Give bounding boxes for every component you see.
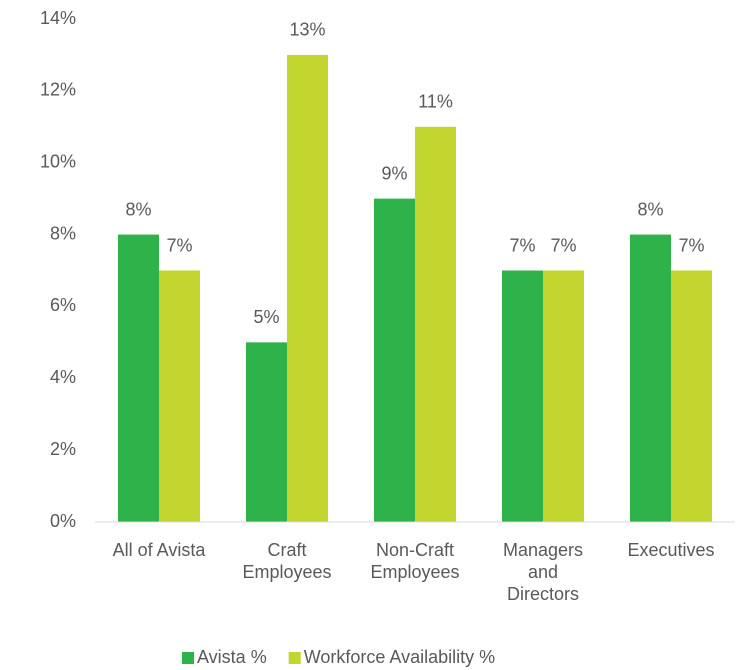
value-label: 11% (418, 92, 453, 112)
value-label: 7% (678, 235, 704, 255)
legend-swatch (288, 652, 301, 664)
bar (374, 198, 415, 522)
value-label: 5% (253, 307, 279, 327)
bar (630, 234, 671, 523)
bar (671, 270, 712, 522)
value-label: 7% (166, 235, 192, 255)
bar (543, 270, 584, 522)
bar (415, 126, 456, 523)
y-tick-label: 8% (50, 223, 76, 243)
value-label: 7% (509, 235, 535, 255)
y-tick-label: 10% (40, 151, 76, 171)
value-label: 8% (637, 199, 663, 219)
y-tick-label: 14% (40, 8, 76, 28)
legend-label: Avista % (197, 647, 267, 667)
bar (118, 234, 159, 523)
bar (159, 270, 200, 522)
bar (287, 54, 328, 523)
x-tick-label: Non-Craft Employees (370, 540, 460, 582)
x-tick-label: All of Avista (112, 540, 206, 560)
value-label: 7% (550, 235, 576, 255)
legend-swatch (182, 652, 194, 664)
y-tick-label: 12% (40, 80, 76, 100)
value-label: 9% (381, 163, 407, 183)
y-tick-label: 4% (50, 367, 76, 387)
x-tick-label: Executives (627, 540, 715, 560)
x-tick-label: Craft Employees (242, 540, 332, 582)
y-tick-label: 2% (50, 439, 76, 459)
bar (502, 270, 543, 522)
bar (246, 342, 287, 522)
legend-label: Workforce Availability % (304, 647, 495, 667)
y-tick-label: 0% (50, 511, 76, 531)
value-label: 8% (125, 199, 151, 219)
value-label: 13% (289, 20, 325, 40)
x-tick-label: Managers and Directors (502, 540, 584, 604)
y-tick-label: 6% (50, 295, 76, 315)
